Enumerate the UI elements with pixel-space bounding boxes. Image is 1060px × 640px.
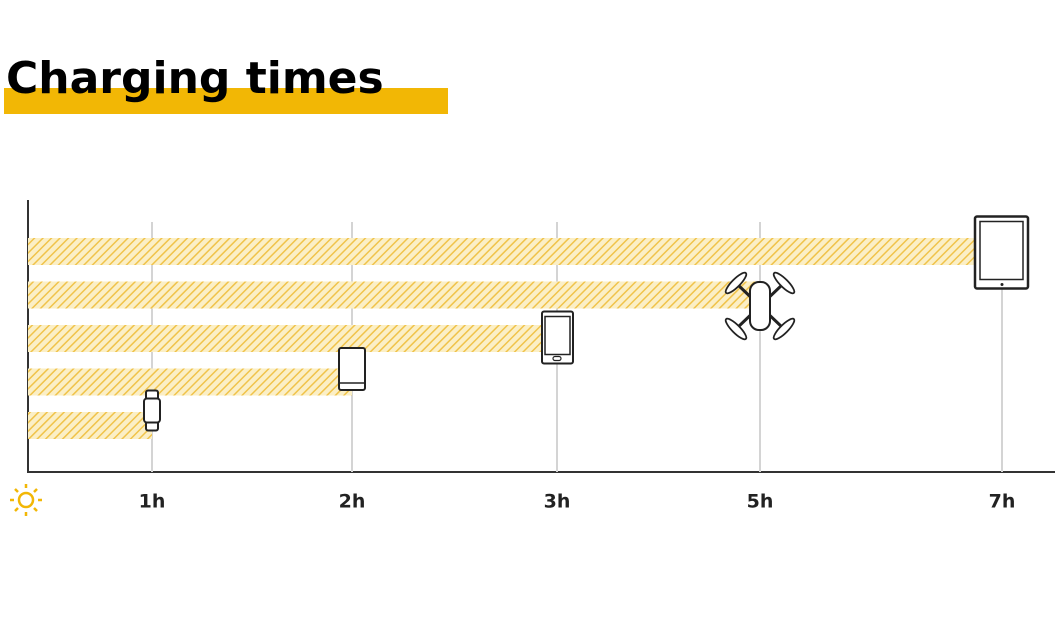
- icon-part: [749, 281, 771, 331]
- x-tick-label: 1h: [139, 491, 166, 513]
- sun-icon: [10, 484, 42, 516]
- device-icon: [143, 389, 161, 432]
- icon-part: [772, 317, 796, 341]
- icon-part: [772, 271, 796, 295]
- x-tick-label: 7h: [989, 491, 1016, 513]
- device-icon: [541, 310, 574, 365]
- device-icon: [973, 215, 1030, 290]
- title-highlight: [4, 88, 448, 114]
- bar: [28, 281, 760, 309]
- icon-part: [973, 215, 1030, 290]
- icon-part: [552, 355, 562, 362]
- icon-part: [338, 347, 366, 391]
- bar: [28, 412, 152, 439]
- icon-part: [724, 317, 748, 341]
- icon-part: [724, 271, 748, 295]
- icon-part: [1000, 283, 1004, 286]
- x-tick-label: 5h: [747, 491, 774, 513]
- bar: [28, 325, 557, 352]
- device-icon: [338, 347, 366, 391]
- x-tick-label: 3h: [544, 491, 571, 513]
- icon-part: [541, 310, 574, 365]
- icon-part: [143, 397, 161, 424]
- icon-part: [979, 220, 1024, 281]
- chart-title: Charging times: [6, 53, 384, 104]
- device-icon: [724, 271, 796, 341]
- icon-part: [544, 315, 571, 356]
- bar: [28, 238, 1002, 265]
- bar: [28, 368, 352, 396]
- x-tick-label: 2h: [339, 491, 366, 513]
